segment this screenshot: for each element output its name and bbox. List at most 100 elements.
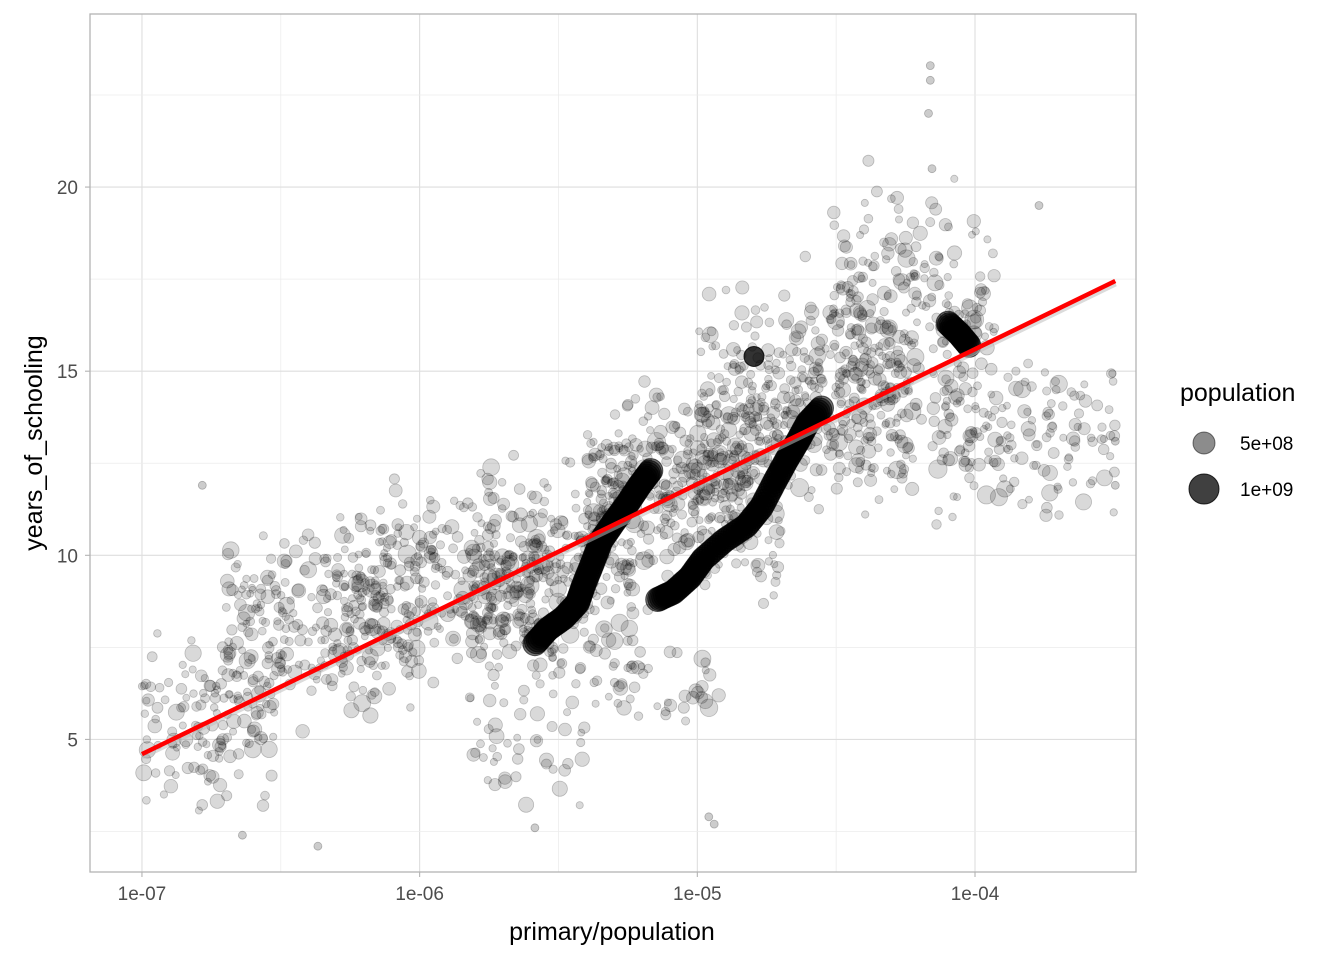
data-point <box>972 457 986 472</box>
data-point <box>589 644 603 658</box>
data-point <box>882 358 893 370</box>
data-point <box>855 456 866 467</box>
data-point <box>661 480 671 490</box>
data-point <box>658 445 667 455</box>
data-point <box>999 474 1008 483</box>
grid-lines <box>90 14 1136 872</box>
data-point <box>862 432 874 444</box>
data-point <box>231 671 243 683</box>
data-point <box>881 319 892 330</box>
data-point <box>316 584 329 597</box>
data-point <box>203 679 216 692</box>
data-point <box>340 583 349 592</box>
data-point <box>944 412 959 427</box>
data-point <box>725 488 739 502</box>
data-point <box>533 512 548 528</box>
data-point <box>705 415 721 431</box>
data-point <box>601 632 617 648</box>
data-point <box>672 455 683 466</box>
data-point <box>941 401 951 411</box>
data-point <box>525 598 536 609</box>
data-point <box>520 515 539 533</box>
data-point <box>834 372 845 383</box>
data-point <box>618 445 630 457</box>
data-point <box>809 376 819 385</box>
data-point <box>750 424 762 436</box>
data-point <box>378 587 389 598</box>
data-point <box>821 344 830 353</box>
data-point <box>254 588 267 601</box>
data-point <box>883 289 898 303</box>
data-point <box>613 470 623 480</box>
data-point <box>343 602 354 613</box>
data-point <box>584 503 603 522</box>
data-point <box>829 220 840 231</box>
data-point <box>370 590 381 601</box>
data-point <box>375 526 386 536</box>
data-point <box>836 229 851 243</box>
data-point <box>367 618 378 629</box>
data-point <box>411 529 428 546</box>
data-point <box>816 376 828 388</box>
data-point <box>200 693 211 704</box>
data-point <box>367 565 377 574</box>
data-point <box>343 702 360 719</box>
data-point <box>770 397 779 406</box>
data-point <box>137 682 147 691</box>
data-point <box>366 688 383 705</box>
data-point <box>601 476 611 485</box>
data-point <box>391 518 405 531</box>
legend-label-large: 1e+09 <box>1240 480 1293 501</box>
data-point <box>855 465 864 475</box>
data-point <box>494 614 509 629</box>
data-point <box>902 308 911 317</box>
data-point <box>1008 380 1024 397</box>
data-point <box>358 685 368 695</box>
data-point <box>485 591 496 602</box>
data-point <box>1097 443 1110 456</box>
data-point <box>588 452 598 462</box>
data-point <box>751 559 761 569</box>
data-point <box>734 365 744 375</box>
data-point <box>731 482 746 497</box>
data-point <box>209 703 219 712</box>
data-point <box>671 532 683 544</box>
data-point <box>666 518 676 528</box>
data-point <box>815 333 829 346</box>
data-point <box>860 198 869 207</box>
data-point <box>195 699 207 711</box>
data-point <box>591 699 600 708</box>
data-point <box>596 506 606 516</box>
data-point <box>927 441 938 452</box>
data-point <box>405 654 419 669</box>
data-point <box>737 469 745 478</box>
data-point <box>860 436 870 445</box>
data-point <box>778 289 791 302</box>
data-point <box>814 345 825 357</box>
data-point <box>604 692 613 701</box>
data-point <box>739 403 748 412</box>
data-point <box>340 569 349 578</box>
data-point <box>683 406 693 417</box>
data-point <box>347 594 357 603</box>
data-point <box>385 534 398 546</box>
data-point <box>481 472 494 486</box>
data-point <box>561 456 570 465</box>
data-point <box>814 358 824 367</box>
data-point <box>474 634 485 645</box>
data-point <box>834 379 845 389</box>
data-point <box>833 386 846 399</box>
data-point <box>687 500 697 511</box>
data-point <box>547 514 556 523</box>
data-point <box>658 407 671 420</box>
data-point <box>855 339 864 348</box>
data-point <box>280 559 291 570</box>
data-point <box>671 463 682 474</box>
data-point <box>852 477 863 488</box>
data-point <box>154 682 165 693</box>
data-point <box>431 527 440 536</box>
data-point <box>513 483 526 495</box>
data-point <box>623 588 632 597</box>
data-point <box>659 531 669 540</box>
data-point <box>140 709 149 718</box>
